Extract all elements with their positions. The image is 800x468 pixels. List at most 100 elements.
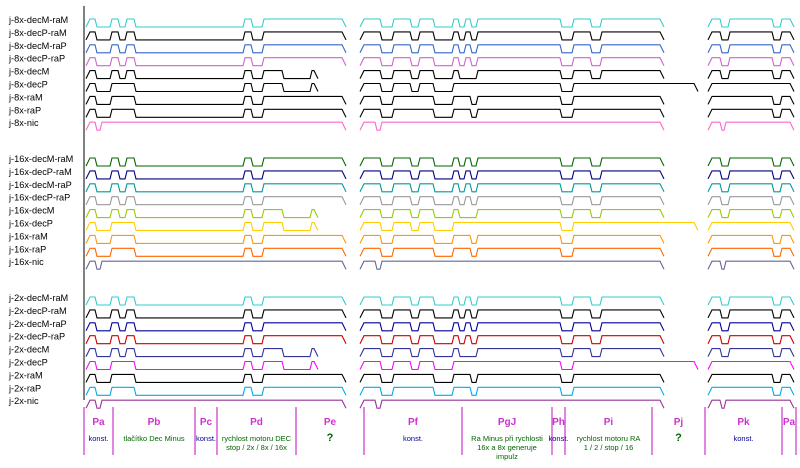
signal-waveform xyxy=(707,209,795,219)
signal-waveform xyxy=(359,209,665,219)
signal-waveform xyxy=(359,196,665,206)
phase-description: konst. xyxy=(548,434,568,443)
phase-name: Pd xyxy=(250,417,263,428)
signal-waveform xyxy=(359,260,665,270)
signal-label: j-16x-raP xyxy=(8,244,46,254)
signal-waveform xyxy=(85,234,347,244)
signal-label: j-8x-decM xyxy=(8,67,49,77)
phase-description: 16x a 8x generuje xyxy=(477,443,537,452)
signal-waveform xyxy=(359,221,699,232)
signal-waveform xyxy=(85,95,347,105)
signal-waveform xyxy=(707,360,795,370)
signal-waveform xyxy=(359,18,665,28)
signal-label: j-2x-decP xyxy=(8,358,48,368)
signal-waveform xyxy=(359,157,665,167)
signal-waveform xyxy=(85,296,347,306)
signal-waveform xyxy=(85,18,347,28)
signal-label: j-8x-nic xyxy=(8,118,39,128)
phase-name: Pc xyxy=(200,417,213,428)
signal-waveform xyxy=(359,373,665,383)
signal-label: j-8x-raM xyxy=(8,92,43,102)
signal-waveform xyxy=(707,322,795,332)
signal-waveform xyxy=(707,234,795,244)
signal-label: j-2x-nic xyxy=(8,396,39,406)
signal-waveform xyxy=(85,31,347,41)
phase-description: impulz xyxy=(496,452,518,461)
signal-waveform xyxy=(85,170,347,180)
signal-label: j-2x-decM-raM xyxy=(8,293,68,303)
signal-waveform xyxy=(85,309,347,319)
signal-waveform xyxy=(707,95,795,105)
signal-label: j-2x-decM-raP xyxy=(8,319,67,329)
signal-label: j-2x-decP-raP xyxy=(8,332,65,342)
phase-name: Pe xyxy=(324,417,337,428)
signal-waveform xyxy=(707,309,795,319)
signal-label: j-16x-decM-raP xyxy=(8,180,72,190)
signal-waveform xyxy=(707,335,795,345)
phase-name: Ph xyxy=(552,417,565,428)
phase-name: Pj xyxy=(674,417,684,428)
signal-waveform xyxy=(85,221,319,232)
signal-waveform xyxy=(359,31,665,41)
phase-description: tlačítko Dec Minus xyxy=(123,434,185,443)
signal-waveform xyxy=(85,322,347,332)
signal-label: j-16x-decP-raP xyxy=(8,193,70,203)
signal-waveform xyxy=(707,348,795,358)
signal-waveform xyxy=(707,247,795,257)
phase-name: Pf xyxy=(408,417,419,428)
phase-description: konst. xyxy=(733,434,753,443)
signal-waveform xyxy=(85,44,347,54)
signal-waveform xyxy=(707,399,795,409)
signal-waveform xyxy=(707,373,795,383)
phase-name: Pi xyxy=(604,417,614,428)
signal-waveform xyxy=(707,183,795,193)
phase-description: Ra Minus při rychlosti xyxy=(471,434,543,443)
signal-label: j-16x-decP xyxy=(8,219,53,229)
signal-waveform xyxy=(85,57,347,67)
signal-waveform xyxy=(359,95,665,105)
signal-label: j-16x-decM xyxy=(8,206,54,216)
signal-label: j-8x-raP xyxy=(8,105,41,115)
signal-waveform xyxy=(707,31,795,41)
signal-waveform xyxy=(707,18,795,28)
signal-label: j-2x-raM xyxy=(8,370,43,380)
signal-waveform xyxy=(359,399,665,409)
signal-label: j-8x-decM-raP xyxy=(8,41,67,51)
signal-waveform xyxy=(85,247,347,257)
signal-label: j-16x-nic xyxy=(8,257,44,267)
signal-waveform xyxy=(85,386,347,396)
signal-waveform xyxy=(359,348,665,358)
signal-label: j-8x-decM-raM xyxy=(8,15,68,25)
signal-waveform xyxy=(707,196,795,206)
phase-description: ? xyxy=(327,432,334,444)
phase-description: konst. xyxy=(403,434,423,443)
signal-waveform xyxy=(85,157,347,167)
signal-waveform xyxy=(359,247,665,257)
signal-label: j-16x-decM-raM xyxy=(8,154,73,164)
signal-waveform xyxy=(359,296,665,306)
signal-waveform xyxy=(359,57,665,67)
phase-name: Pa xyxy=(92,417,105,428)
signal-waveform xyxy=(359,234,665,244)
signal-waveform xyxy=(359,82,699,93)
signal-label: j-8x-decP-raM xyxy=(8,28,67,38)
signal-label: j-2x-decM xyxy=(8,345,49,355)
signal-waveform xyxy=(85,348,319,358)
signal-waveform xyxy=(85,70,319,80)
phase-description: rychlost motoru DEC xyxy=(222,434,292,443)
signal-waveform xyxy=(359,360,699,371)
phase-description: konst. xyxy=(196,434,216,443)
signal-waveform xyxy=(707,108,795,118)
signal-waveform xyxy=(707,296,795,306)
phase-description: konst. xyxy=(88,434,108,443)
signal-waveform xyxy=(359,108,665,118)
phase-name: Pb xyxy=(148,417,161,428)
signal-waveform xyxy=(707,57,795,67)
phase-name: Pk xyxy=(737,417,750,428)
signal-labels: j-8x-decM-raM j-8x-decP-raM j-8x-decM-raP j… xyxy=(8,15,73,406)
signal-waveform xyxy=(359,170,665,180)
signal-waveform xyxy=(359,70,665,80)
waveforms xyxy=(85,18,795,409)
signal-waveform xyxy=(359,309,665,319)
